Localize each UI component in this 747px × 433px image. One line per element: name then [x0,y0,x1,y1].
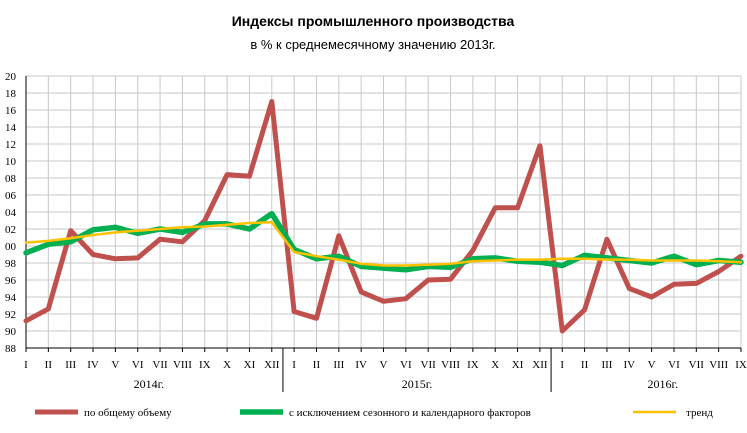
x-tick-label: I [560,359,564,371]
x-tick-label: X [491,359,499,371]
x-tick-label: V [111,359,119,371]
x-tick-label: XII [264,359,280,371]
x-tick-label: III [601,359,612,371]
grid-lines [25,75,742,349]
year-label: 2014г. [134,377,165,391]
y-tick-label: 96 [5,275,17,287]
y-tick-label: 16 [5,105,17,117]
y-tick-label: 00 [5,241,17,253]
x-tick-label: II [45,359,53,371]
x-tick-label: XII [532,359,548,371]
x-tick-label: IV [355,359,367,371]
x-tick-label: VI [132,359,144,371]
y-tick-label: 06 [5,190,17,202]
series-line-trend [24,220,743,267]
x-tick-label: III [65,359,76,371]
year-label: 2016г. [648,377,679,391]
x-tick-label: IX [467,359,479,371]
x-tick-label: I [24,359,28,371]
y-tick-label: 04 [5,207,17,219]
y-tick-label: 92 [5,309,16,321]
x-tick-label: VII [152,359,168,371]
y-axis-ticks: 88 90 92 94 96 98 00 02 04 06 08 10 12 14 16 18 20 [5,71,17,355]
y-tick-label: 90 [5,326,17,338]
x-tick-label: II [313,359,321,371]
x-tick-label: XI [512,359,524,371]
x-tick-label: V [648,359,656,371]
y-tick-label: 94 [5,292,17,304]
x-tick-label: VI [400,359,412,371]
y-tick-label: 12 [5,139,16,151]
x-tick-label: IX [735,359,747,371]
plot-area [23,99,744,334]
x-tick-label: IX [199,359,211,371]
x-tick-label: IV [623,359,635,371]
x-axis: I II III IV V VI VII VIII IX X XI XII I II III IV V VI VII… [24,76,747,392]
x-tick-label: I [292,359,296,371]
x-tick-label: III [333,359,344,371]
x-tick-label: VI [668,359,680,371]
y-tick-label: 20 [5,71,17,83]
x-tick-label: VII [689,359,705,371]
chart-subtitle: в % к среднемесячному значению 2013г. [250,37,495,52]
x-tick-label: VIII [441,359,460,371]
chart-title: Индексы промышленного производства [232,13,515,29]
y-tick-label: 98 [5,258,17,270]
legend: по общему объему с исключением сезонного… [35,407,713,419]
y-tick-label: 02 [5,224,16,236]
x-tick-label: II [581,359,589,371]
y-tick-label: 08 [5,173,17,185]
x-tick-label: VIII [173,359,192,371]
x-tick-label: X [223,359,231,371]
y-tick-label: 18 [5,88,17,100]
series-line-total [23,99,744,334]
legend-label-trend: тренд [686,407,713,419]
legend-label-seasonal: с исключением сезонного и календарного ф… [289,407,531,419]
y-tick-label: 10 [5,156,17,168]
x-tick-label: VII [421,359,437,371]
x-tick-label: IV [87,359,99,371]
year-label: 2015г. [402,377,433,391]
y-tick-label: 88 [5,343,17,355]
x-tick-label: VIII [709,359,728,371]
legend-label-total: по общему объему [84,407,172,419]
x-tick-label: XI [244,359,256,371]
y-tick-label: 14 [5,122,17,134]
x-tick-label: V [380,359,388,371]
